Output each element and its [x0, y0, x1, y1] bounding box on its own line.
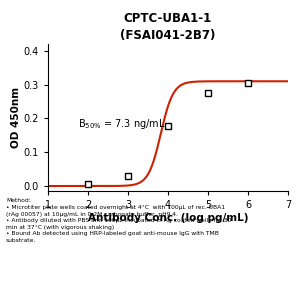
Title: CPTC-UBA1-1
(FSAI041-2B7): CPTC-UBA1-1 (FSAI041-2B7): [120, 11, 216, 41]
Y-axis label: OD 450nm: OD 450nm: [11, 87, 21, 148]
Text: B$_{50\%}$ = 7.3 ng/mL: B$_{50\%}$ = 7.3 ng/mL: [78, 116, 166, 131]
X-axis label: Antibody Conc. (log pg/mL): Antibody Conc. (log pg/mL): [88, 213, 248, 223]
Text: Method:
• Microtiter plate wells coated overnight at 4°C  with 100μL of rec. UBA: Method: • Microtiter plate wells coated …: [6, 198, 231, 243]
